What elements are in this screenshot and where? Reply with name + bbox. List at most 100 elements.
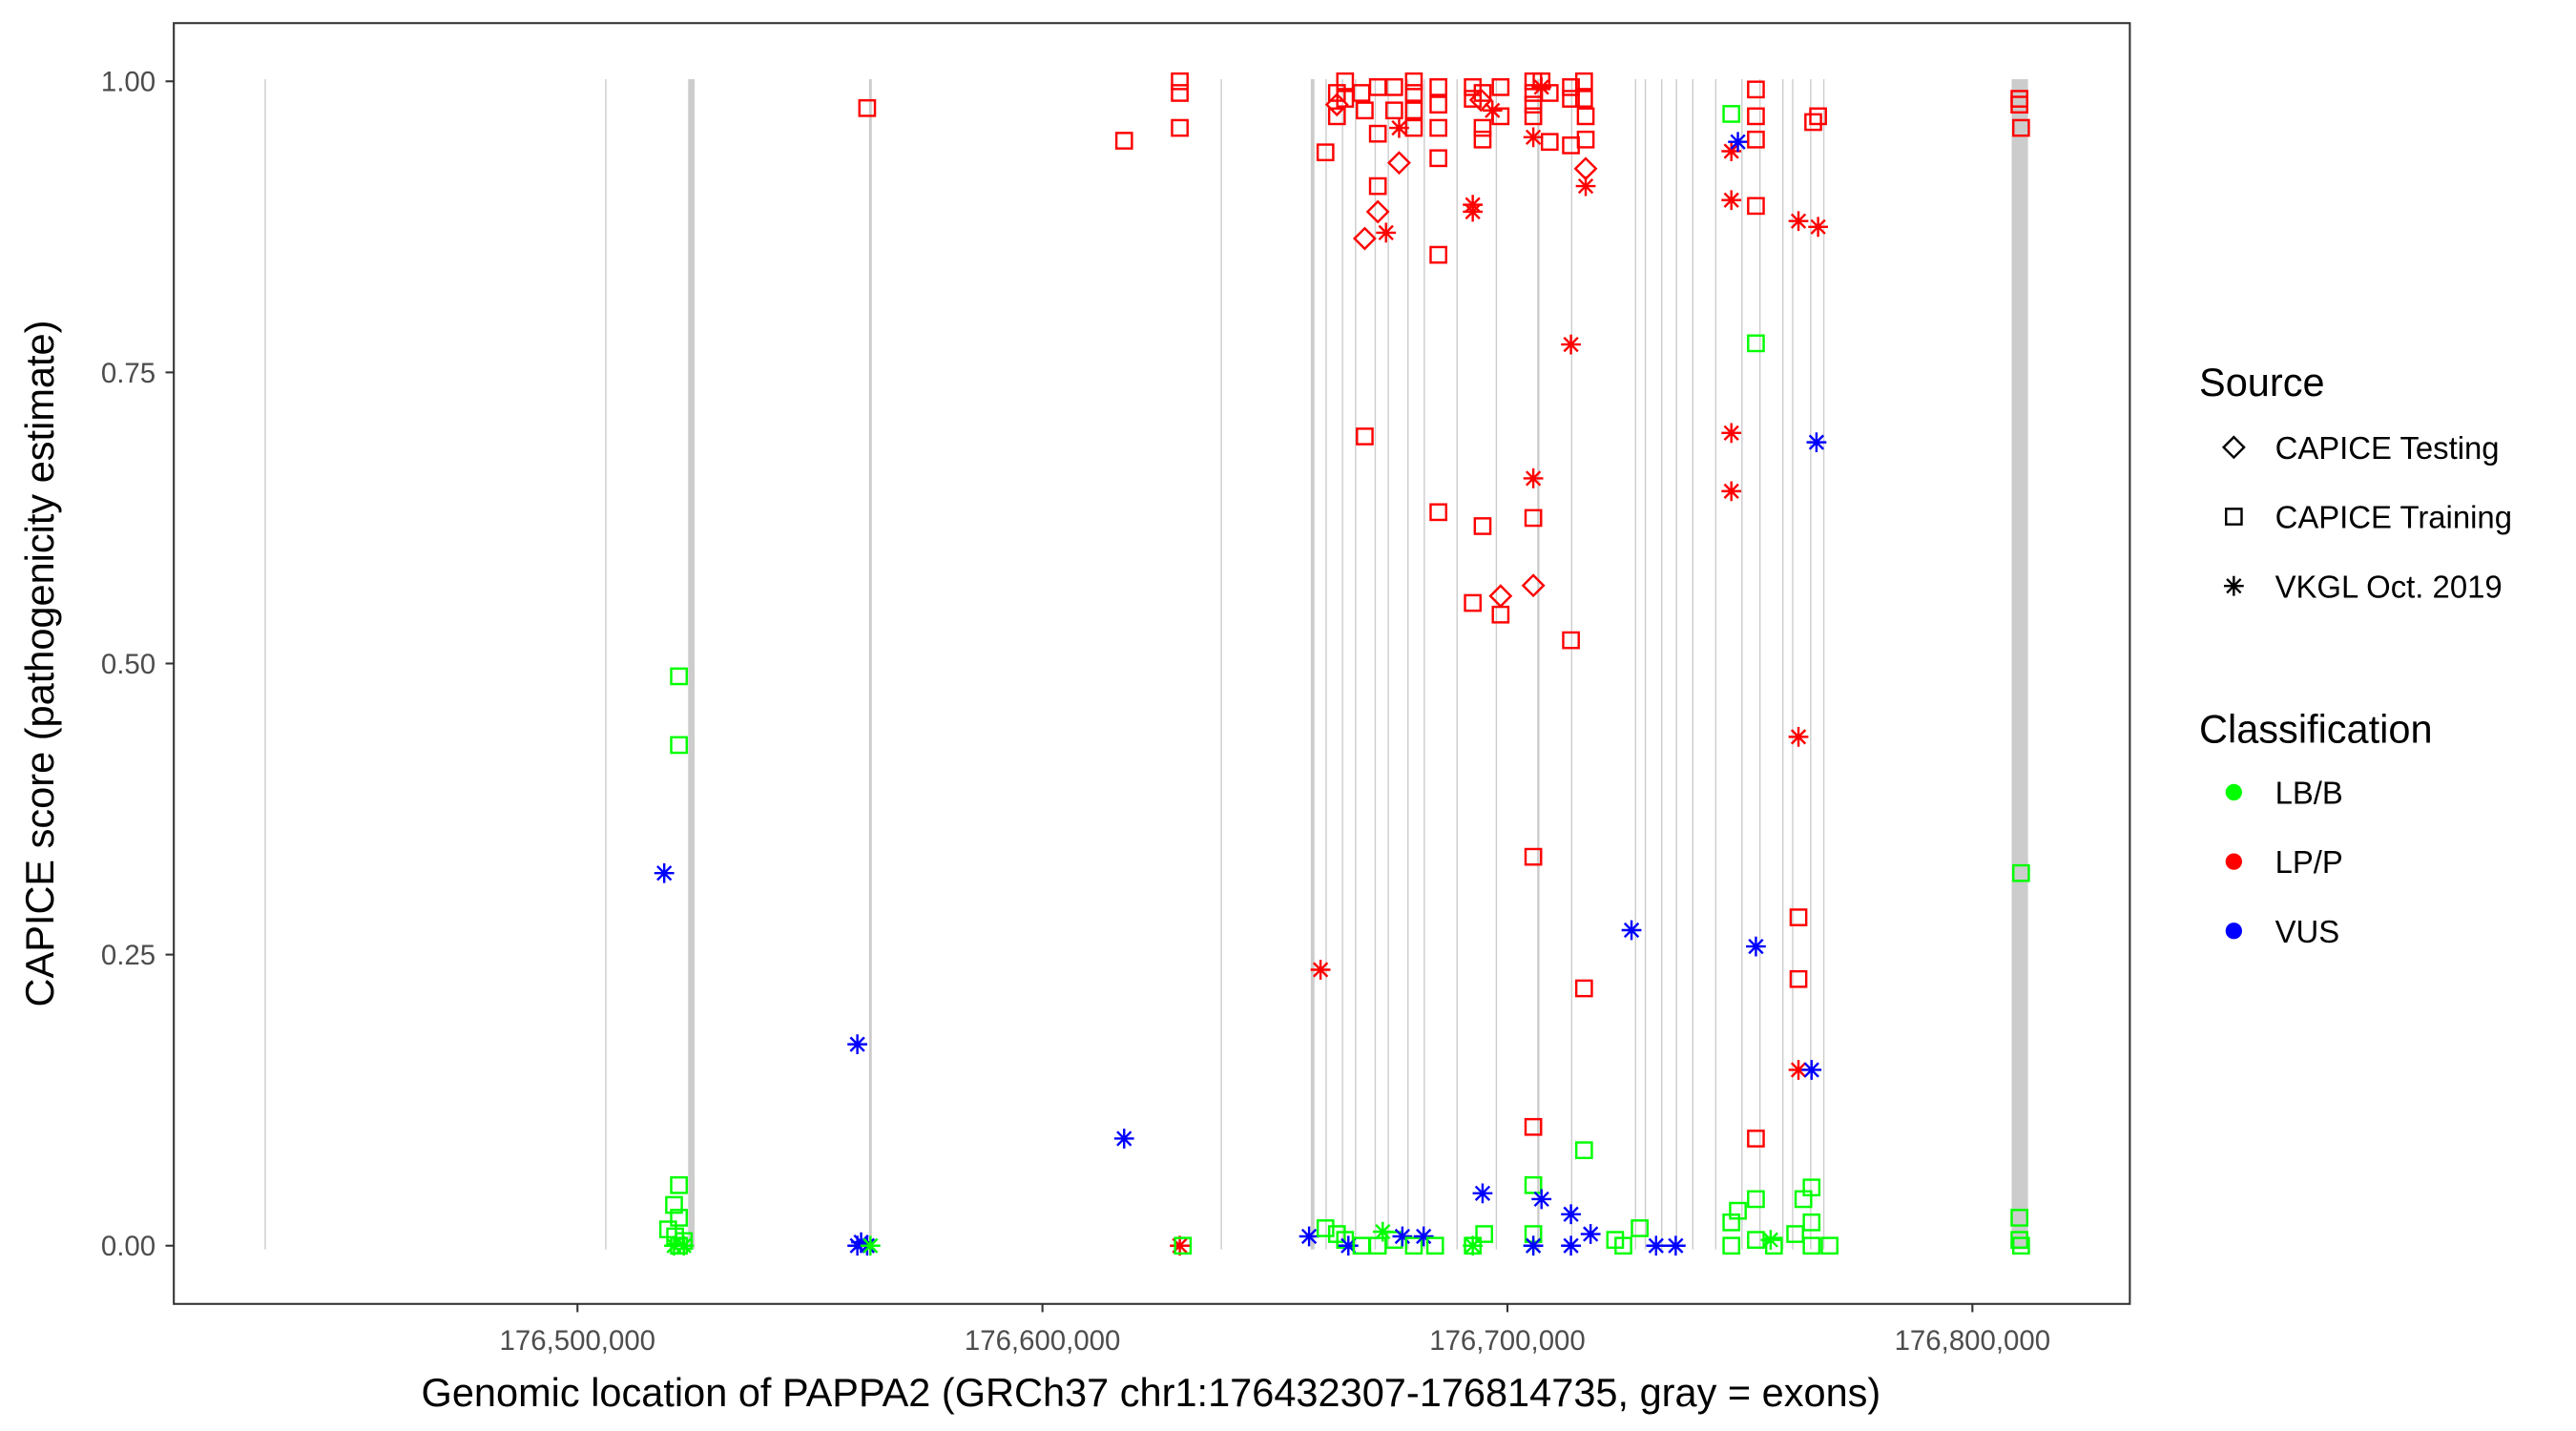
data-point-square <box>1562 78 1580 96</box>
exon-line <box>1374 79 1377 1250</box>
data-point-square <box>1574 1141 1593 1160</box>
data-point-square <box>670 667 688 686</box>
legend-asterisk-icon <box>2223 575 2244 596</box>
exon-line <box>605 79 607 1250</box>
data-point-asterisk <box>1806 432 1827 452</box>
exon-line <box>1792 79 1794 1250</box>
data-point-asterisk <box>847 1235 868 1256</box>
data-point-asterisk <box>1561 1204 1581 1225</box>
data-point-asterisk <box>1523 1235 1544 1256</box>
data-point-square <box>670 1236 688 1255</box>
exon-line <box>1634 79 1636 1250</box>
data-point-square <box>1524 847 1543 866</box>
data-point-square <box>1524 508 1543 528</box>
data-point-square <box>1336 72 1355 91</box>
legend-source-label: CAPICE Testing <box>2275 430 2500 466</box>
data-point-square <box>1491 107 1510 126</box>
data-point-asterisk <box>1463 201 1484 222</box>
data-point-square <box>1524 107 1543 126</box>
exon-line <box>1220 79 1222 1250</box>
exon-line <box>1570 79 1573 1250</box>
data-point-asterisk <box>1113 1129 1134 1149</box>
data-point-square <box>1316 1219 1335 1237</box>
data-point-square <box>2010 1209 2028 1227</box>
data-point-square <box>1576 107 1595 126</box>
data-point-square <box>1540 133 1559 152</box>
data-point-square <box>1404 101 1423 120</box>
exon-line <box>688 79 696 1250</box>
data-point-square <box>1404 84 1423 102</box>
data-point-square <box>1747 107 1765 126</box>
data-point-square <box>1464 1236 1482 1255</box>
data-point-asterisk <box>1472 1183 1493 1204</box>
data-point-square <box>1789 908 1808 926</box>
data-point-asterisk <box>1721 190 1742 211</box>
data-point-asterisk <box>1413 1226 1434 1247</box>
legend-class-label: LB/B <box>2275 776 2343 811</box>
data-point-square <box>1789 969 1808 988</box>
data-point-square <box>1540 84 1559 102</box>
data-point-asterisk <box>1728 132 1748 153</box>
data-point-square <box>1747 334 1765 353</box>
data-point-asterisk <box>1721 423 1742 444</box>
data-point-asterisk <box>1376 222 1397 243</box>
data-point-asterisk <box>860 1235 881 1256</box>
data-point-square <box>670 736 688 755</box>
x-tick-label: 176,800,000 <box>1895 1325 2051 1357</box>
data-point-diamond <box>1352 226 1377 251</box>
data-point-square <box>1729 1201 1747 1220</box>
x-axis-title: Genomic location of PAPPA2 (GRCh37 chr1:… <box>422 1370 1881 1415</box>
data-point-square <box>1722 1236 1741 1255</box>
data-point-asterisk <box>1523 127 1544 148</box>
data-point-asterisk <box>1298 1226 1319 1247</box>
data-point-square <box>1764 1236 1783 1255</box>
exon-line <box>1675 79 1677 1250</box>
data-point-square <box>1574 979 1593 998</box>
data-point-asterisk <box>1170 1235 1190 1256</box>
data-point-asterisk <box>1372 1221 1393 1242</box>
data-point-square <box>670 1175 688 1194</box>
data-point-square <box>2010 95 2028 114</box>
data-point-square <box>1576 130 1595 149</box>
data-point-square <box>1429 245 1447 264</box>
data-point-asterisk <box>1338 1235 1359 1256</box>
data-point-diamond <box>1387 151 1411 176</box>
exon-line <box>1310 79 1315 1250</box>
data-point-square <box>1429 95 1447 114</box>
data-point-square <box>1429 149 1447 168</box>
legend: Source CAPICE Testing CAPICE Training VKGL… <box>2199 360 2512 949</box>
x-tick-label: 176,600,000 <box>965 1325 1121 1357</box>
data-point-square <box>1786 1225 1804 1243</box>
data-point-square <box>1802 1213 1821 1232</box>
data-point-asterisk <box>674 1235 695 1256</box>
data-point-square <box>2010 1231 2028 1249</box>
data-point-square <box>1802 1236 1821 1255</box>
exon-line <box>1407 79 1409 1250</box>
data-point-square <box>1475 1225 1494 1243</box>
y-tick-label: 0.25 <box>101 940 156 971</box>
data-point-square <box>1368 124 1387 143</box>
exon-line <box>1741 79 1743 1250</box>
legend-title-source: Source <box>2199 360 2325 404</box>
data-point-square <box>1524 1175 1543 1194</box>
exon-line <box>1810 79 1812 1250</box>
legend-class-label: LP/P <box>2275 844 2343 880</box>
data-point-square <box>1356 101 1374 120</box>
data-point-square <box>1473 130 1492 149</box>
exon-line <box>1537 79 1540 1250</box>
exon-line <box>1423 79 1425 1250</box>
data-point-square <box>2012 118 2030 137</box>
exon-line <box>2011 79 2028 1250</box>
data-point-square <box>1429 78 1447 96</box>
data-point-square <box>1574 90 1593 108</box>
data-point-square <box>1464 90 1482 108</box>
data-point-square <box>1171 72 1189 91</box>
data-point-asterisk <box>1561 1235 1581 1256</box>
data-point-asterisk <box>1531 1189 1552 1210</box>
data-point-diamond <box>1521 573 1546 598</box>
data-point-asterisk <box>1310 960 1331 980</box>
data-point-square <box>1809 107 1827 126</box>
data-point-square <box>1747 130 1765 149</box>
y-tick-label: 0.00 <box>101 1231 156 1262</box>
